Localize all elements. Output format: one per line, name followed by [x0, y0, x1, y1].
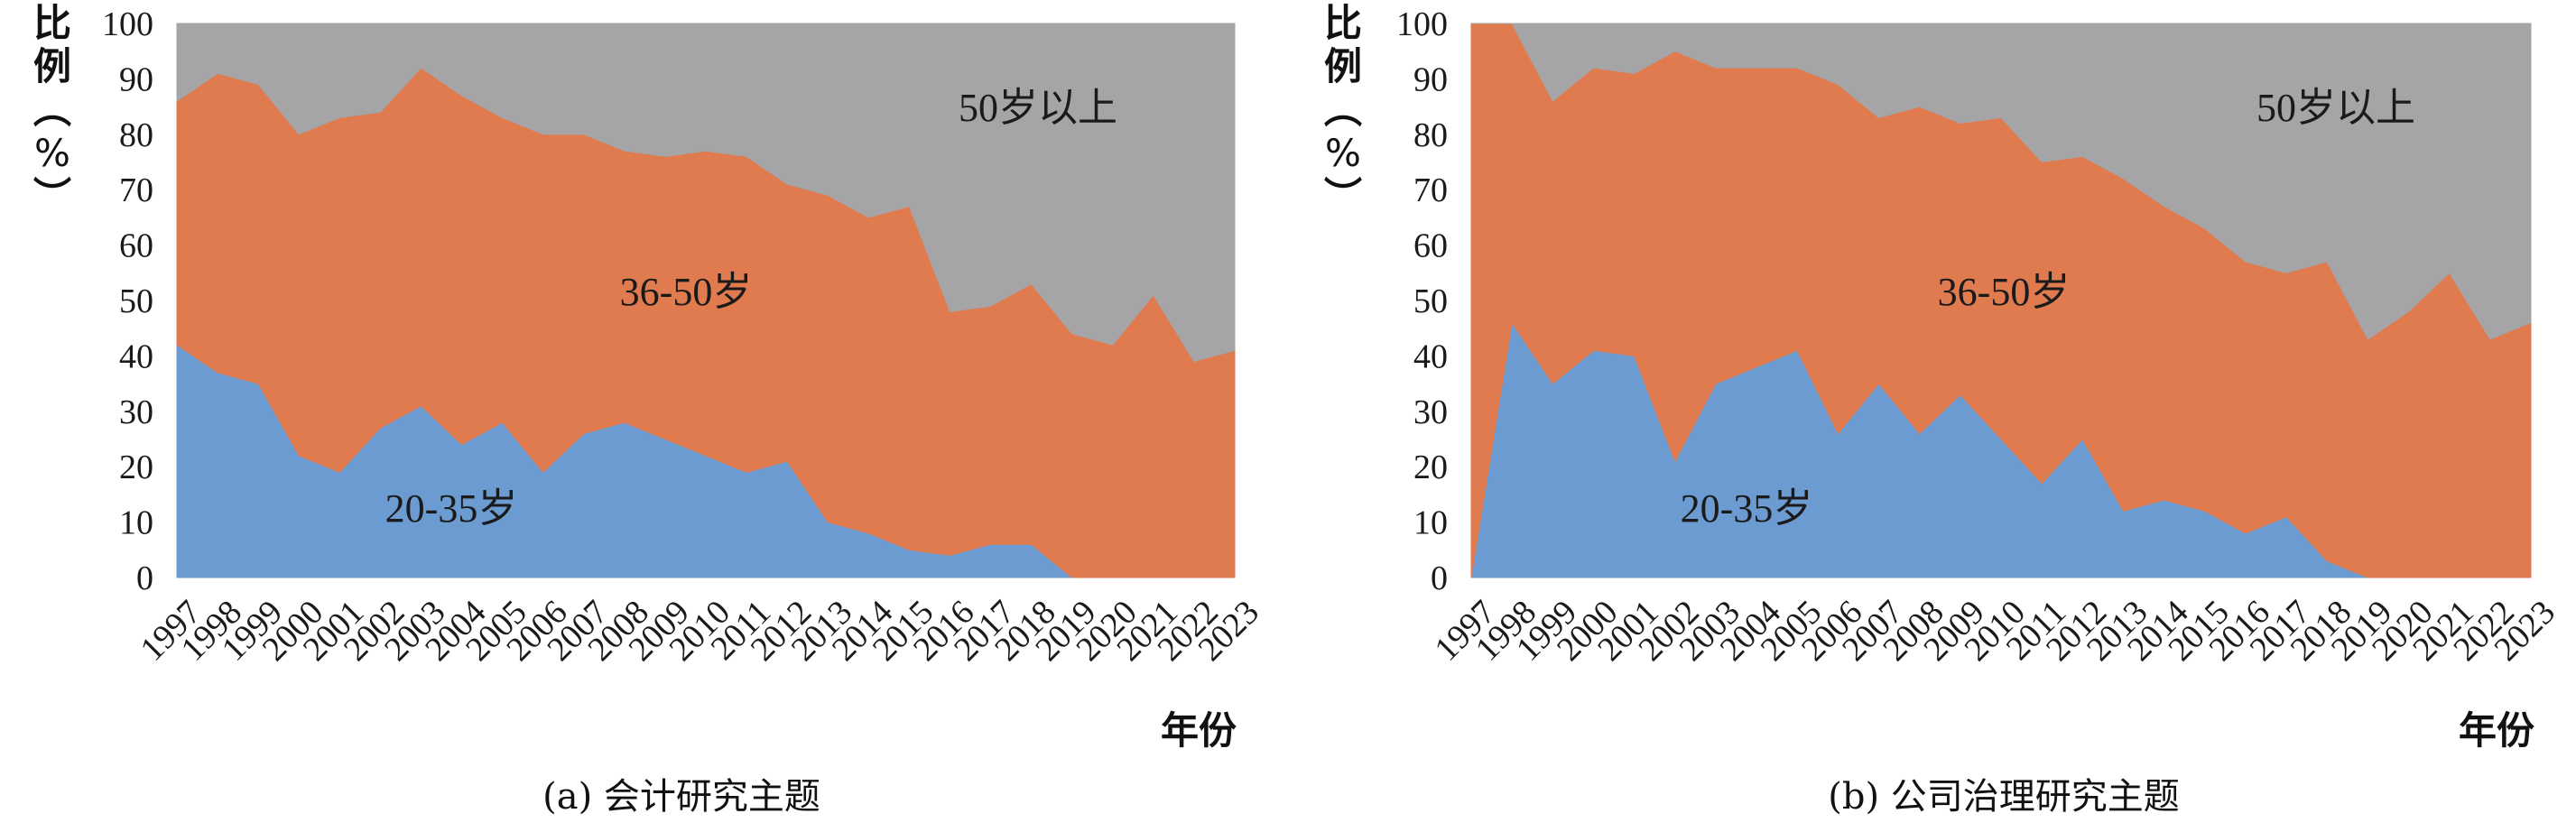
y-tick-label: 60: [1413, 227, 1448, 265]
series-label-1: 20-35岁: [1681, 486, 1813, 531]
chart-caption: (a) 会计研究主题: [542, 776, 820, 818]
y-axis-title: 比例︵% ︶: [33, 1, 71, 218]
y-tick-label: 70: [1413, 171, 1448, 209]
y-axis-title: 比例︵% ︶: [1324, 1, 1362, 218]
area-series-3: [176, 23, 1236, 363]
area-series-3: [1471, 23, 2532, 340]
y-tick-label: 30: [119, 393, 153, 431]
chart-a: 20-35岁36-50岁50岁以上01020304050607080901001…: [33, 1, 1266, 818]
y-tick-label: 80: [1413, 116, 1448, 154]
chart-b: 20-35岁36-50岁50岁以上01020304050607080901001…: [1324, 1, 2562, 818]
y-tick-label: 0: [1431, 559, 1448, 597]
y-tick-label: 100: [102, 5, 153, 43]
y-tick-label: 70: [119, 171, 153, 209]
y-tick-label: 80: [119, 116, 153, 154]
y-tick-label: 0: [136, 559, 153, 597]
y-tick-label: 30: [1413, 393, 1448, 431]
y-tick-label: 50: [1413, 282, 1448, 320]
y-tick-label: 10: [119, 504, 153, 542]
y-tick-label: 50: [119, 282, 153, 320]
series-label-3: 50岁以上: [959, 86, 1117, 130]
x-axis-title: 年份: [2459, 708, 2534, 753]
y-tick-label: 20: [119, 448, 153, 486]
y-tick-label: 40: [119, 337, 153, 375]
y-tick-label: 90: [119, 60, 153, 98]
series-label-2: 36-50岁: [620, 270, 753, 314]
series-label-2: 36-50岁: [1938, 270, 2071, 314]
series-label-1: 20-35岁: [385, 486, 518, 531]
series-label-3: 50岁以上: [2256, 86, 2415, 130]
y-tick-label: 20: [1413, 448, 1448, 486]
x-axis-title: 年份: [1161, 708, 1237, 753]
chart-caption: (b) 公司治理研究主题: [1828, 776, 2180, 818]
y-tick-label: 100: [1396, 5, 1448, 43]
y-tick-label: 40: [1413, 337, 1448, 375]
y-tick-label: 60: [119, 227, 153, 265]
y-tick-label: 90: [1413, 60, 1448, 98]
y-tick-label: 10: [1413, 504, 1448, 542]
